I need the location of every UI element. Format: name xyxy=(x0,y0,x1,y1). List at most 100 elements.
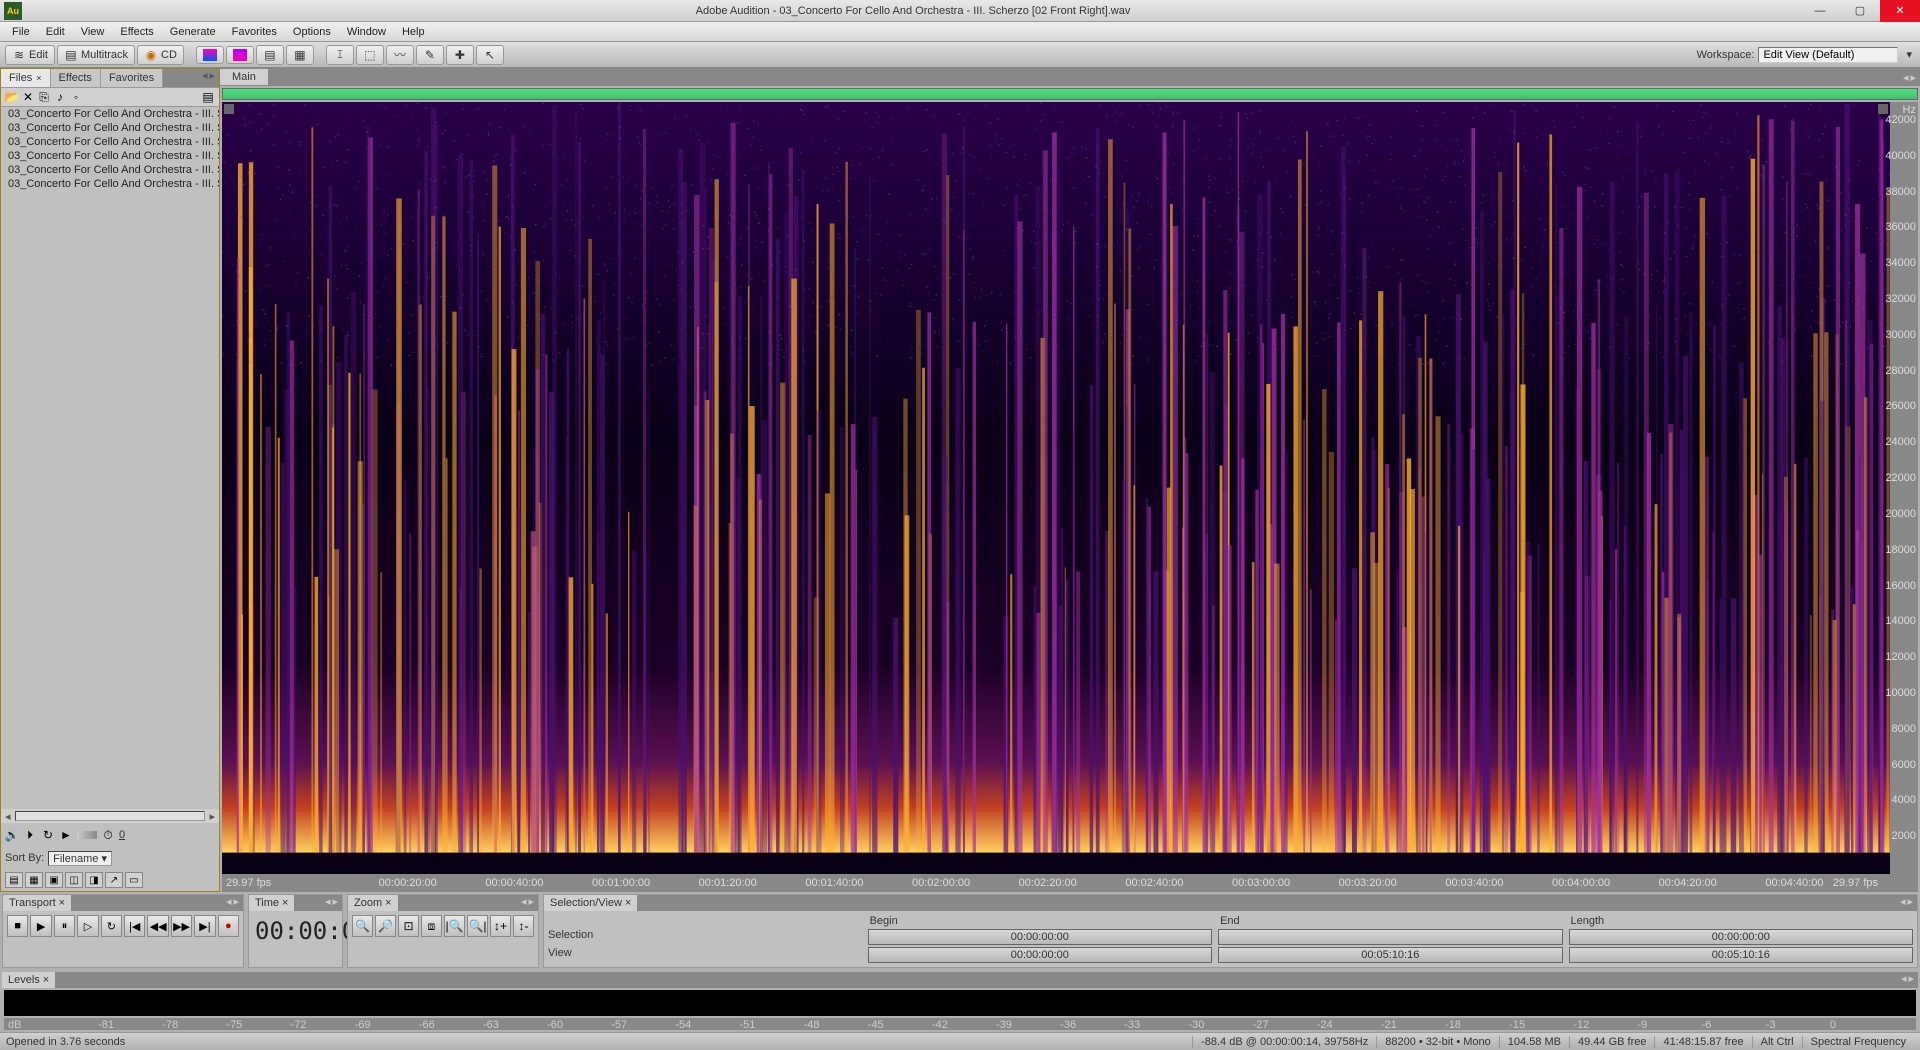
insert-icon[interactable]: ⎘ xyxy=(37,90,51,104)
workspace-dropdown-icon[interactable]: ▾ xyxy=(1902,48,1916,61)
tab-time[interactable]: Time× xyxy=(249,895,294,911)
file-item[interactable]: 03_Concerto For Cello And Orchestra - II… xyxy=(1,163,219,177)
tab-next-icon[interactable]: ▸ xyxy=(1910,71,1916,84)
tab-prev-icon[interactable]: ◂ xyxy=(226,895,232,911)
tab-transport[interactable]: Transport× xyxy=(3,895,71,911)
import-icon[interactable]: 📂 xyxy=(5,90,19,104)
maximize-button[interactable]: ▢ xyxy=(1840,0,1880,22)
view-btn5[interactable]: ◨ xyxy=(85,872,103,888)
preview-speaker-icon[interactable]: 🔊 xyxy=(5,828,19,842)
tab-zoom[interactable]: Zoom× xyxy=(348,895,398,911)
view-end-field[interactable]: 00:05:10:16 xyxy=(1218,947,1562,963)
file-item[interactable]: 03_Concerto For Cello And Orchestra - II… xyxy=(1,149,219,163)
view-begin-field[interactable]: 00:00:00:00 xyxy=(868,947,1212,963)
loop-button[interactable]: ↻ xyxy=(101,915,122,937)
menu-help[interactable]: Help xyxy=(394,24,433,40)
overview-bar[interactable] xyxy=(222,88,1918,100)
tab-prev-icon[interactable]: ◂ xyxy=(1900,895,1906,911)
tab-main[interactable]: Main xyxy=(220,69,268,85)
tab-effects[interactable]: Effects xyxy=(51,69,101,87)
file-item[interactable]: 03_Concerto For Cello And Orchestra - II… xyxy=(1,135,219,149)
view-btn7[interactable]: ▭ xyxy=(125,872,143,888)
zoom-sel-button[interactable]: ⧈ xyxy=(421,915,442,937)
tab-favorites[interactable]: Favorites xyxy=(101,69,163,87)
view-btn4[interactable]: ◫ xyxy=(65,872,83,888)
multitrack-button[interactable]: ▤Multitrack xyxy=(57,45,135,65)
preview-autoplay-icon[interactable]: ► xyxy=(59,828,73,842)
view-btn6[interactable]: ↗ xyxy=(105,872,123,888)
tab-prev-icon[interactable]: ◂ xyxy=(521,895,527,911)
menu-edit[interactable]: Edit xyxy=(38,24,73,40)
tab-next-icon[interactable]: ▸ xyxy=(332,895,338,911)
file-item[interactable]: 03_Concerto For Cello And Orchestra - II… xyxy=(1,107,219,121)
stop-button[interactable]: ■ xyxy=(7,915,28,937)
sel-end-field[interactable] xyxy=(1218,929,1562,945)
spectrogram-view[interactable]: Hz42000400003800036000340003200030000280… xyxy=(222,102,1918,874)
record-button[interactable]: ● xyxy=(218,915,239,937)
close-file-icon[interactable]: ✕ xyxy=(21,90,35,104)
go-start-button[interactable]: |◀ xyxy=(124,915,145,937)
tab-prev-icon[interactable]: ◂ xyxy=(202,69,208,87)
view-detail-button[interactable]: ▦ xyxy=(25,872,43,888)
menu-window[interactable]: Window xyxy=(339,24,394,40)
corner-handle-tr[interactable] xyxy=(1878,104,1888,114)
sel-length-field[interactable]: 00:00:00:00 xyxy=(1569,929,1913,945)
tab-prev-icon[interactable]: ◂ xyxy=(325,895,331,911)
move-tool[interactable]: ↖ xyxy=(476,45,504,65)
zoom-out-v-button[interactable]: ↕- xyxy=(513,915,534,937)
files-scrollbar[interactable]: ◂ ▸ xyxy=(1,809,219,823)
tab-next-icon[interactable]: ▸ xyxy=(528,895,534,911)
go-end-button[interactable]: ▶| xyxy=(194,915,215,937)
preview-play-icon[interactable]: ⏵ xyxy=(23,828,37,842)
view-mode-1-button[interactable] xyxy=(196,46,224,64)
workspace-select[interactable]: Edit View (Default) xyxy=(1758,47,1898,63)
preview-loop-icon[interactable]: ↻ xyxy=(41,828,55,842)
frequency-ruler[interactable]: Hz42000400003800036000340003200030000280… xyxy=(1890,102,1918,874)
forward-button[interactable]: ▶▶ xyxy=(171,915,192,937)
menu-generate[interactable]: Generate xyxy=(162,24,224,40)
tab-next-icon[interactable]: ▸ xyxy=(1908,972,1914,988)
time-select-tool[interactable]: 𝙸 xyxy=(326,45,354,65)
edit-file-icon[interactable]: ♪ xyxy=(53,90,67,104)
menu-favorites[interactable]: Favorites xyxy=(224,24,285,40)
close-icon[interactable]: × xyxy=(36,73,41,83)
time-ruler[interactable]: 29.97 fps 29.97 fps 00:00:20:0000:00:40:… xyxy=(222,874,1918,892)
tab-selection-view[interactable]: Selection/View× xyxy=(544,895,637,911)
tab-next-icon[interactable]: ▸ xyxy=(233,895,239,911)
pause-button[interactable]: ⏸ xyxy=(54,915,75,937)
sel-begin-field[interactable]: 00:00:00:00 xyxy=(868,929,1212,945)
options-icon[interactable]: ◦ xyxy=(69,90,83,104)
zoom-in-h-button[interactable]: 🔍 xyxy=(352,915,373,937)
lasso-tool[interactable]: 〰 xyxy=(386,45,414,65)
menu-view[interactable]: View xyxy=(73,24,113,40)
corner-handle-tl[interactable] xyxy=(224,104,234,114)
marquee-tool[interactable]: ⬚ xyxy=(356,45,384,65)
tab-next-icon[interactable]: ▸ xyxy=(209,69,215,87)
tab-levels[interactable]: Levels× xyxy=(2,972,55,988)
edit-view-button[interactable]: ≋Edit xyxy=(5,45,55,65)
play-button[interactable]: ▶ xyxy=(30,915,51,937)
heal-tool[interactable]: ✚ xyxy=(446,45,474,65)
file-item[interactable]: 03_Concerto For Cello And Orchestra - II… xyxy=(1,177,219,191)
zoom-out-h-button[interactable]: 🔎 xyxy=(375,915,396,937)
play-loop-button[interactable]: ▷ xyxy=(77,915,98,937)
view-btn3[interactable]: ▣ xyxy=(45,872,63,888)
view-list-button[interactable]: ▤ xyxy=(5,872,23,888)
file-item[interactable]: 03_Concerto For Cello And Orchestra - II… xyxy=(1,121,219,135)
view-mode-2-button[interactable] xyxy=(226,46,254,64)
menu-file[interactable]: File xyxy=(4,24,38,40)
tab-next-icon[interactable]: ▸ xyxy=(1907,895,1913,911)
view-length-field[interactable]: 00:05:10:16 xyxy=(1569,947,1913,963)
close-icon[interactable]: × xyxy=(282,897,288,909)
tab-prev-icon[interactable]: ◂ xyxy=(1901,972,1907,988)
zoom-in-v-button[interactable]: ↕+ xyxy=(490,915,511,937)
minimize-button[interactable]: — xyxy=(1800,0,1840,22)
levels-meter[interactable] xyxy=(4,990,1916,1016)
close-icon[interactable]: × xyxy=(59,897,65,909)
sortby-select[interactable]: Filename ▾ xyxy=(48,851,112,866)
view-mode-3-button[interactable]: ▤ xyxy=(256,45,284,65)
menu-options[interactable]: Options xyxy=(285,24,339,40)
menu-effects[interactable]: Effects xyxy=(112,24,161,40)
preview-volume-slider[interactable] xyxy=(77,831,97,839)
close-icon[interactable]: × xyxy=(625,897,631,909)
